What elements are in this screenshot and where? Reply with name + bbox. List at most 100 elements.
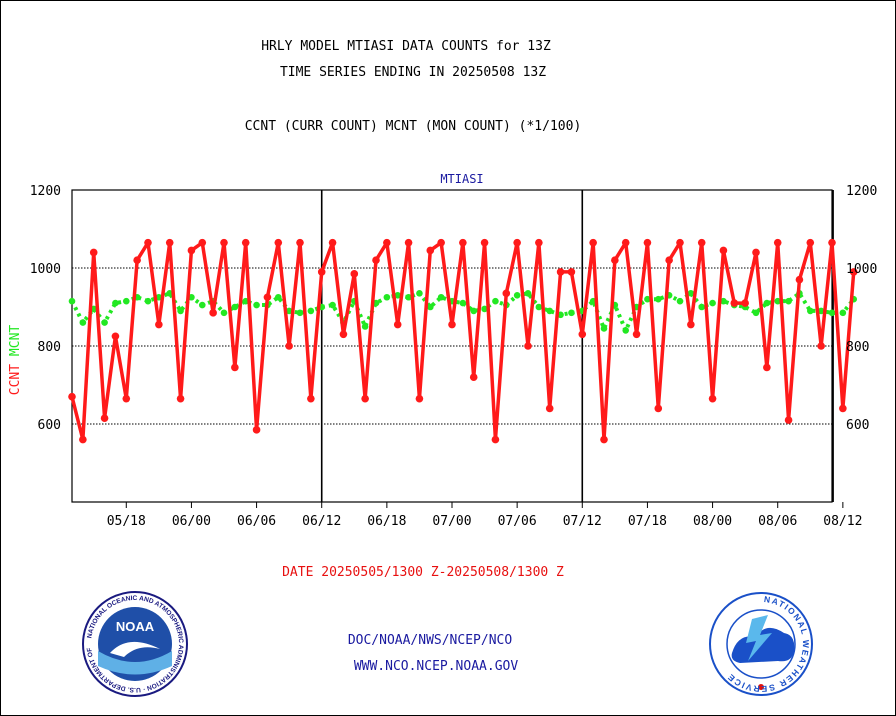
point-mcnt-3 bbox=[101, 319, 108, 326]
x-tick-label-08-06: 08/06 bbox=[758, 514, 797, 529]
point-ccnt-33 bbox=[426, 246, 435, 255]
y-tick-label-left-1200: 1200 bbox=[30, 184, 61, 199]
point-ccnt-23 bbox=[317, 268, 326, 276]
point-ccnt-64 bbox=[763, 363, 771, 372]
point-ccnt-46 bbox=[567, 268, 576, 276]
point-ccnt-31 bbox=[404, 238, 413, 247]
chart-header-line1: HRLY MODEL MTIASI DATA COUNTS for 13Z bbox=[261, 39, 551, 54]
point-ccnt-14 bbox=[220, 238, 228, 247]
y-tick-label-right-1200: 1200 bbox=[846, 184, 877, 199]
point-ccnt-48 bbox=[589, 238, 597, 247]
point-ccnt-52 bbox=[632, 330, 641, 339]
point-ccnt-28 bbox=[372, 256, 380, 265]
point-ccnt-49 bbox=[600, 435, 608, 444]
point-mcnt-63 bbox=[752, 309, 760, 317]
point-ccnt-69 bbox=[817, 342, 825, 350]
point-ccnt-16 bbox=[241, 238, 250, 247]
x-tick-label-06-06: 06/06 bbox=[237, 514, 276, 529]
point-ccnt-53 bbox=[643, 238, 652, 247]
point-mcnt-10 bbox=[177, 307, 184, 315]
point-ccnt-10 bbox=[176, 394, 185, 403]
point-mcnt-14 bbox=[220, 309, 228, 317]
point-mcnt-70 bbox=[828, 309, 836, 317]
y-tick-label-right-600: 600 bbox=[846, 418, 869, 433]
point-ccnt-37 bbox=[469, 373, 478, 382]
point-ccnt-0 bbox=[68, 392, 76, 401]
x-tick-label-07-06: 07/06 bbox=[498, 514, 537, 529]
point-ccnt-17 bbox=[252, 426, 261, 434]
point-ccnt-40 bbox=[502, 289, 511, 298]
point-ccnt-54 bbox=[654, 404, 663, 413]
point-ccnt-7 bbox=[144, 238, 152, 247]
x-tick-label-06-00: 06/00 bbox=[172, 514, 211, 529]
point-mcnt-12 bbox=[198, 301, 206, 309]
point-ccnt-21 bbox=[296, 238, 304, 247]
point-mcnt-56 bbox=[676, 297, 684, 305]
point-ccnt-38 bbox=[480, 238, 489, 247]
point-mcnt-7 bbox=[144, 297, 152, 305]
point-ccnt-18 bbox=[263, 293, 272, 302]
point-ccnt-35 bbox=[448, 320, 456, 329]
axes bbox=[71, 189, 844, 508]
point-ccnt-13 bbox=[209, 309, 217, 317]
point-mcnt-43 bbox=[535, 303, 543, 311]
point-mcnt-46 bbox=[568, 309, 575, 317]
point-mcnt-19 bbox=[274, 293, 282, 301]
point-ccnt-62 bbox=[741, 299, 749, 307]
point-mcnt-15 bbox=[231, 303, 239, 311]
y-axis-label: CCNT MCNT bbox=[8, 325, 23, 396]
point-mcnt-30 bbox=[394, 292, 402, 299]
point-mcnt-64 bbox=[763, 299, 771, 307]
point-ccnt-32 bbox=[415, 394, 424, 403]
point-ccnt-72 bbox=[849, 268, 858, 276]
point-mcnt-66 bbox=[785, 297, 792, 305]
point-ccnt-42 bbox=[524, 342, 532, 350]
point-ccnt-59 bbox=[708, 394, 717, 403]
point-mcnt-36 bbox=[459, 299, 467, 307]
point-mcnt-32 bbox=[416, 290, 423, 297]
point-mcnt-21 bbox=[296, 309, 304, 317]
point-mcnt-22 bbox=[307, 307, 315, 315]
point-mcnt-37 bbox=[470, 307, 478, 315]
point-ccnt-22 bbox=[307, 394, 315, 403]
chart-labels: 600 600 800 800 1000 1000 1200 1200 05/18 06/00 06… bbox=[8, 172, 877, 529]
point-mcnt-44 bbox=[546, 307, 554, 315]
point-mcnt-59 bbox=[709, 299, 716, 307]
point-ccnt-24 bbox=[328, 238, 337, 247]
x-tick-label-08-00: 08/00 bbox=[693, 514, 732, 529]
point-ccnt-50 bbox=[611, 256, 619, 265]
doc-noaa-link[interactable]: DOC/NOAA/NWS/NCEP/NCO bbox=[347, 633, 513, 648]
point-mcnt-41 bbox=[513, 292, 521, 299]
series-line-ccnt bbox=[70, 240, 856, 442]
point-ccnt-8 bbox=[155, 320, 163, 329]
nco-website-link[interactable]: WWW.NCO.NCEP.NOAA.GOV bbox=[353, 659, 519, 674]
y-axis-label-mcnt: MCNT bbox=[8, 325, 23, 364]
point-ccnt-66 bbox=[784, 416, 793, 424]
point-mcnt-53 bbox=[644, 295, 651, 303]
point-ccnt-27 bbox=[361, 394, 369, 403]
point-ccnt-15 bbox=[231, 363, 239, 372]
point-mcnt-17 bbox=[253, 301, 260, 309]
point-mcnt-33 bbox=[426, 303, 434, 311]
point-mcnt-69 bbox=[817, 307, 825, 315]
point-mcnt-68 bbox=[806, 307, 814, 315]
point-ccnt-60 bbox=[719, 246, 728, 255]
point-ccnt-61 bbox=[730, 299, 739, 307]
point-mcnt-42 bbox=[524, 290, 532, 297]
point-ccnt-43 bbox=[535, 238, 543, 247]
point-ccnt-26 bbox=[350, 270, 359, 278]
point-mcnt-27 bbox=[361, 323, 369, 330]
point-ccnt-25 bbox=[339, 330, 348, 339]
point-ccnt-41 bbox=[513, 238, 521, 247]
point-ccnt-39 bbox=[491, 435, 500, 444]
point-ccnt-68 bbox=[806, 238, 815, 247]
x-tick-label-08-12: 08/12 bbox=[823, 514, 862, 529]
point-ccnt-34 bbox=[437, 238, 445, 247]
x-tick-label-07-00: 07/00 bbox=[432, 514, 471, 529]
noaa-logo-letters: NOAA bbox=[116, 619, 155, 634]
point-ccnt-11 bbox=[187, 246, 196, 255]
point-mcnt-31 bbox=[405, 293, 412, 301]
point-ccnt-12 bbox=[198, 238, 207, 247]
point-ccnt-2 bbox=[89, 248, 98, 257]
point-mcnt-71 bbox=[839, 309, 847, 317]
